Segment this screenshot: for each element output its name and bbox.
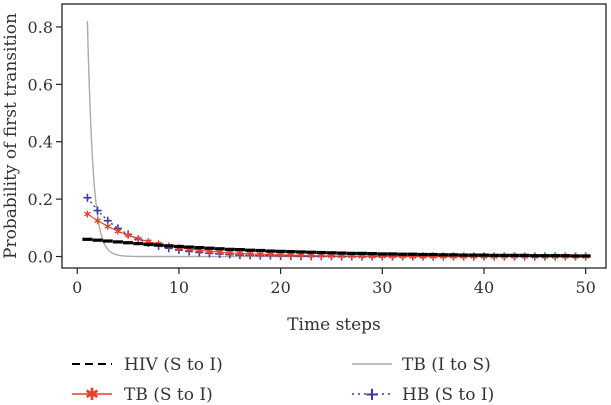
x-axis-label: Time steps (287, 315, 381, 335)
y-tick-label: 0.2 (28, 190, 53, 209)
series-tb-s-to-i-point (94, 217, 101, 225)
legend-item-hiv: HIV (S to I) (72, 355, 223, 375)
x-tick-label: 50 (575, 278, 595, 297)
series-tb-s-to-i-point (104, 222, 112, 230)
x-tick-label: 0 (72, 278, 82, 297)
y-tick-label: 0.8 (28, 18, 53, 37)
series-tb-i-to-s-line (86, 21, 585, 258)
series-hb-point (83, 193, 92, 202)
legend-label-tb-i-to-s: TB (I to S) (402, 355, 491, 375)
x-tick-label: 40 (474, 278, 494, 297)
legend-item-tb-s-to-i: ✱ TB (S to I) (72, 385, 213, 405)
x-tick-label: 30 (372, 278, 392, 297)
legend-label-hiv: HIV (S to I) (124, 355, 223, 375)
axis-ticks: 0 10 20 30 40 50 0.0 0.2 0.4 0.6 0.8 (28, 18, 596, 297)
series-tb-s-to-i-point (84, 210, 91, 218)
legend-item-hb-s-to-i: + HB (S to I) (352, 384, 494, 405)
plot-frame (61, 3, 607, 269)
series-hb-line (86, 197, 586, 258)
legend-item-tb-i-to-s: TB (I to S) (352, 355, 491, 375)
y-tick-label: 0.6 (28, 75, 53, 94)
plot-marks (82, 21, 591, 261)
x-tick-label: 20 (270, 278, 290, 297)
series-tb-s-to-i-line (87, 213, 586, 258)
legend-label-tb-s-to-i: TB (S to I) (124, 385, 213, 405)
series-tb-s-to-i-point (114, 227, 122, 235)
legend: HIV (S to I) TB (I to S) ✱ TB (S to I) +… (72, 355, 494, 405)
legend-marker-tb-s-to-i: ✱ (85, 385, 99, 405)
y-axis-label: Probability of first transition (1, 13, 21, 259)
y-tick-label: 0.4 (28, 133, 53, 152)
series-tb-s-to-i-point (134, 235, 142, 243)
series-hb-point (93, 206, 102, 215)
legend-label-hb-s-to-i: HB (S to I) (402, 385, 494, 405)
series-tb-s-to-i-point (124, 231, 132, 239)
x-tick-label: 10 (169, 278, 189, 297)
legend-marker-hb-s-to-i: + (364, 384, 379, 405)
y-tick-label: 0.0 (28, 248, 53, 267)
